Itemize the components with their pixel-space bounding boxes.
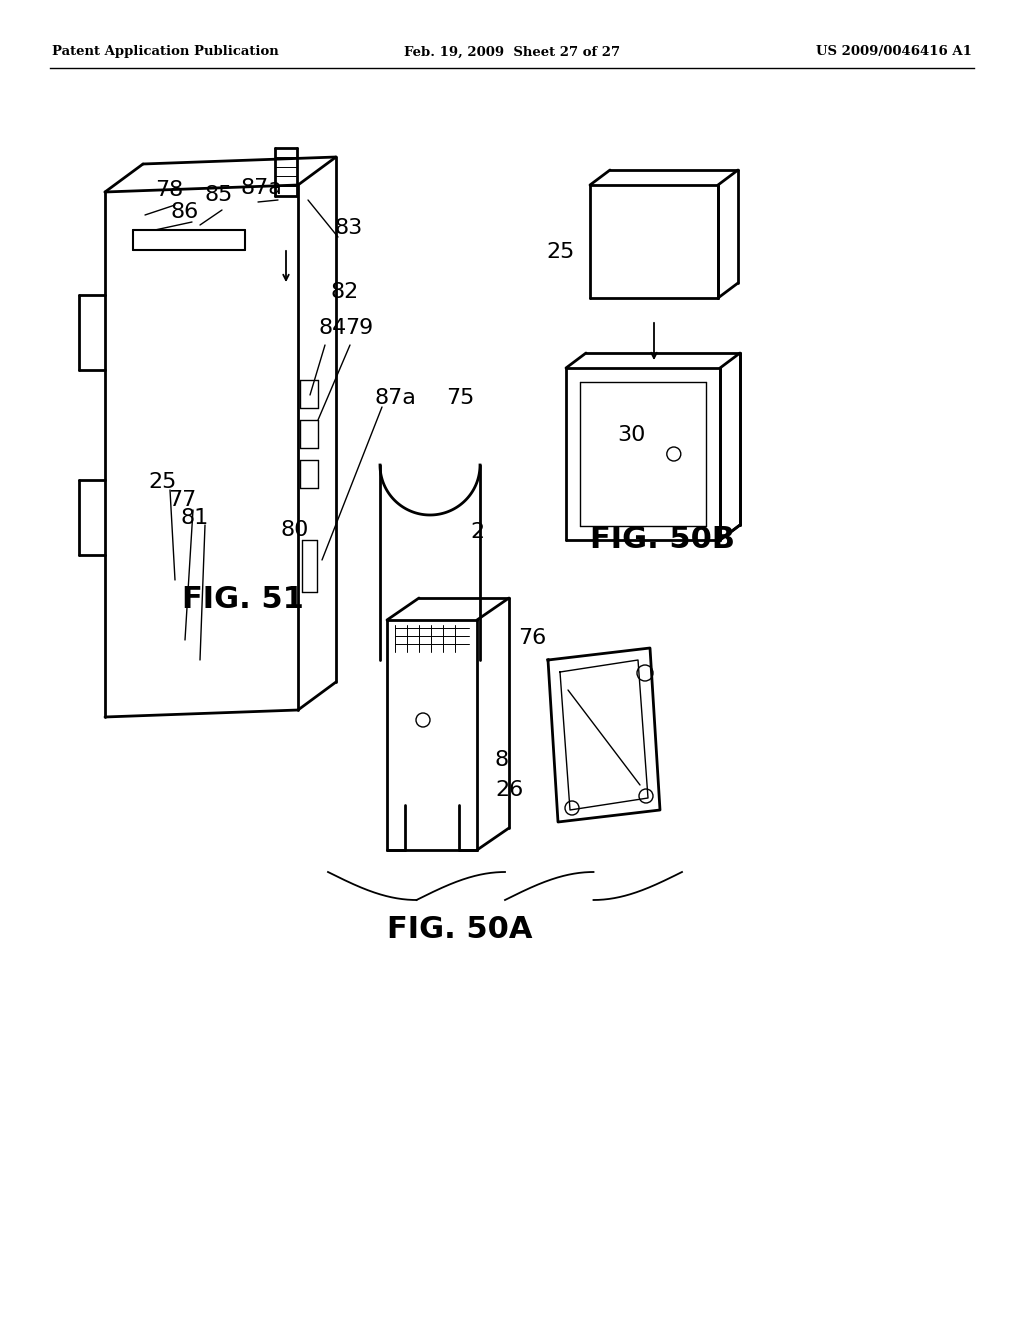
Text: 86: 86 (170, 202, 199, 222)
Text: 83: 83 (335, 218, 364, 238)
Text: 77: 77 (168, 490, 197, 510)
Text: 26: 26 (495, 780, 523, 800)
Text: 76: 76 (518, 628, 546, 648)
Text: 84: 84 (318, 318, 346, 338)
Text: 2: 2 (470, 521, 484, 543)
Text: US 2009/0046416 A1: US 2009/0046416 A1 (816, 45, 972, 58)
Text: 8: 8 (495, 750, 509, 770)
Text: 80: 80 (280, 520, 308, 540)
Text: 87a: 87a (240, 178, 282, 198)
Text: 78: 78 (155, 180, 183, 201)
Text: Patent Application Publication: Patent Application Publication (52, 45, 279, 58)
Text: 81: 81 (181, 508, 209, 528)
Text: FIG. 51: FIG. 51 (182, 586, 304, 615)
Text: 25: 25 (546, 242, 574, 261)
Text: 85: 85 (205, 185, 233, 205)
Text: 25: 25 (148, 473, 176, 492)
Text: 79: 79 (345, 318, 374, 338)
Text: 30: 30 (617, 425, 645, 445)
Text: FIG. 50A: FIG. 50A (387, 916, 532, 945)
Text: 87a: 87a (375, 388, 417, 408)
Text: FIG. 50B: FIG. 50B (590, 525, 735, 554)
Text: 82: 82 (330, 282, 358, 302)
Text: Feb. 19, 2009  Sheet 27 of 27: Feb. 19, 2009 Sheet 27 of 27 (403, 45, 621, 58)
Text: 75: 75 (446, 388, 474, 408)
